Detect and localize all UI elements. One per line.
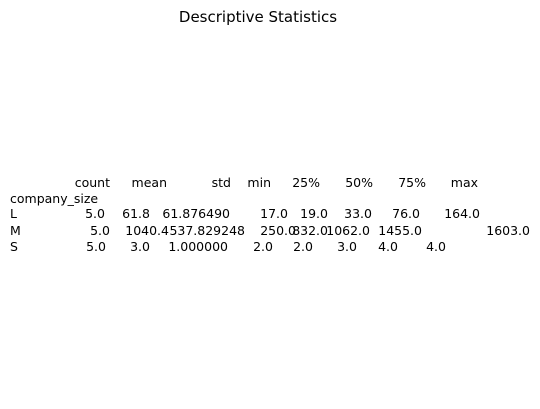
table-cell: 1603.0 bbox=[486, 223, 530, 238]
table-cell: 19.0 bbox=[300, 206, 328, 221]
table-cell: 1455.0 bbox=[378, 223, 422, 238]
row-label: M bbox=[10, 223, 21, 238]
table-cell: 3.0 bbox=[130, 239, 150, 254]
column-header: count bbox=[75, 175, 110, 190]
table-cell: 1.000000 bbox=[168, 239, 228, 254]
column-header: std bbox=[212, 175, 231, 190]
table-cell: 61.8 bbox=[122, 206, 150, 221]
table-cell: 3.0 bbox=[337, 239, 357, 254]
table-cell: 5.0 bbox=[90, 223, 110, 238]
table-cell: 250.0 bbox=[260, 223, 296, 238]
table-cell: 1062.0 bbox=[326, 223, 370, 238]
row-label: S bbox=[10, 239, 18, 254]
index-name: company_size bbox=[10, 191, 98, 206]
table-cell: 1040.4 bbox=[125, 223, 169, 238]
column-header: mean bbox=[132, 175, 167, 190]
table-cell: 5.0 bbox=[85, 206, 105, 221]
table-cell: 5.0 bbox=[86, 239, 106, 254]
table-cell: 76.0 bbox=[392, 206, 420, 221]
table-cell: 33.0 bbox=[344, 206, 372, 221]
table-cell: 537.829248 bbox=[169, 223, 245, 238]
column-header: min bbox=[247, 175, 271, 190]
column-header: 75% bbox=[398, 175, 426, 190]
table-cell: 164.0 bbox=[444, 206, 480, 221]
table-cell: 4.0 bbox=[426, 239, 446, 254]
table-cell: 17.0 bbox=[260, 206, 288, 221]
chart-title: Descriptive Statistics bbox=[178, 8, 338, 26]
table-cell: 832.0 bbox=[292, 223, 328, 238]
table-cell: 2.0 bbox=[293, 239, 313, 254]
row-label: L bbox=[10, 206, 17, 221]
table-cell: 2.0 bbox=[253, 239, 273, 254]
column-header: 25% bbox=[292, 175, 320, 190]
column-header: 50% bbox=[345, 175, 373, 190]
column-header: max bbox=[451, 175, 478, 190]
table-cell: 4.0 bbox=[378, 239, 398, 254]
table-cell: 61.876490 bbox=[162, 206, 230, 221]
